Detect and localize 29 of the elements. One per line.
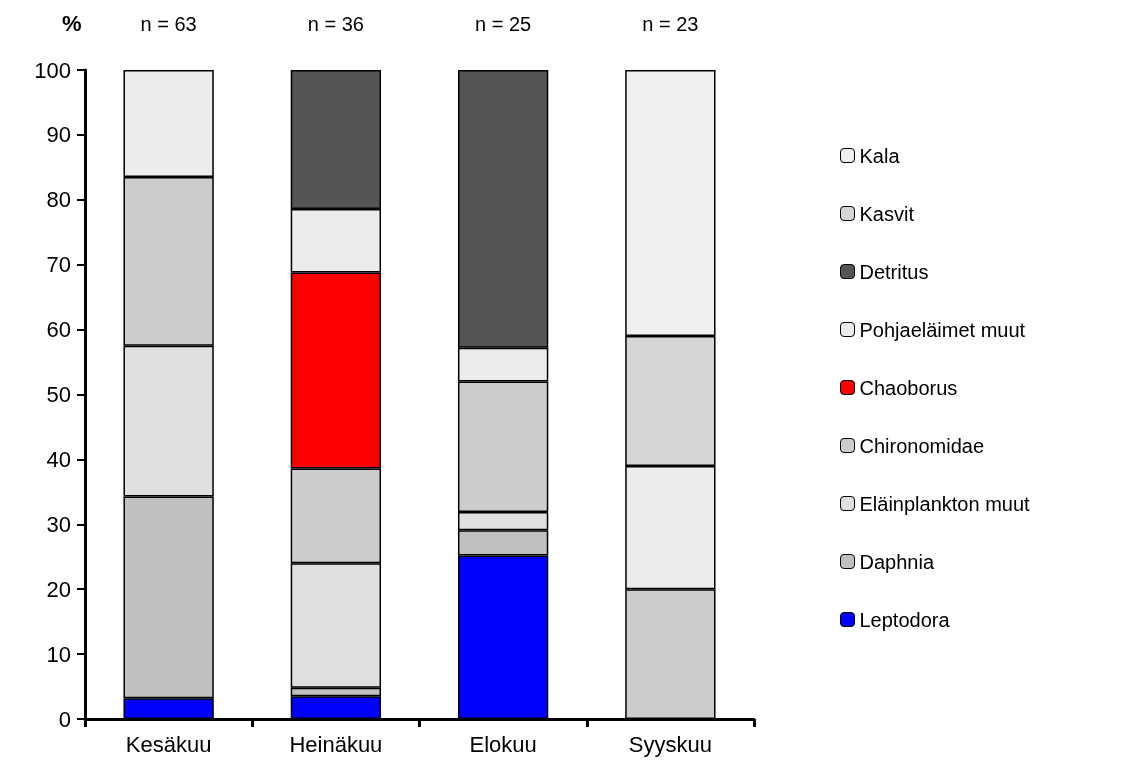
y-tick-label: 40: [46, 446, 71, 472]
y-tick-label: 60: [46, 317, 71, 343]
text: n = 63: [140, 13, 197, 35]
text: n = 25: [475, 13, 532, 35]
legend-label: Pohjaeläimet muut: [859, 318, 1026, 341]
y-tick-label: 90: [46, 122, 71, 148]
y-tick-label: 80: [46, 187, 71, 213]
x-tick-label: Elokuu: [469, 731, 537, 757]
legend-label: Chironomidae: [859, 434, 985, 457]
legend-label: Chaoborus: [859, 376, 958, 399]
legend-label: Detritus: [859, 260, 929, 283]
y-tick-label: 50: [46, 382, 71, 407]
legend-label: Leptodora: [859, 608, 951, 631]
y-tick-label: 70: [46, 252, 71, 278]
y-tick-label: 10: [46, 641, 71, 667]
legend-label: Eläinplankton muut: [859, 492, 1031, 515]
x-tick-label: Heinäkuu: [289, 731, 383, 757]
y-tick-label: 20: [46, 576, 71, 602]
y-tick-label: 30: [46, 511, 71, 537]
y-tick-label: 100: [34, 57, 71, 83]
legend-label: Daphnia: [859, 550, 935, 573]
legend-label: Kala: [859, 144, 901, 167]
text: n = 23: [642, 13, 699, 35]
legend-label: Kasvit: [859, 202, 915, 225]
y-tick-label: 0: [58, 706, 71, 732]
y-axis-title: %: [62, 10, 82, 36]
text: n = 36: [307, 13, 364, 35]
x-tick-label: Kesäkuu: [125, 731, 212, 757]
x-tick-label: Syyskuu: [628, 731, 712, 757]
